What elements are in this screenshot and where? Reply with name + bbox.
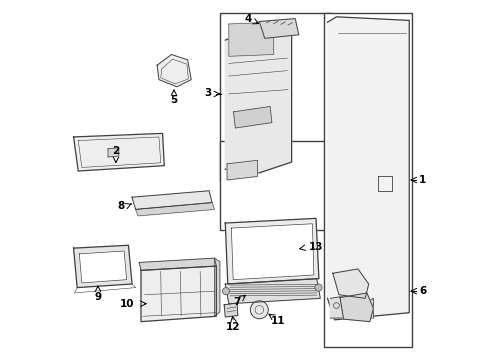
Polygon shape — [330, 295, 373, 318]
Text: 2: 2 — [112, 146, 120, 156]
Polygon shape — [157, 54, 191, 87]
Polygon shape — [132, 191, 212, 210]
Polygon shape — [79, 251, 126, 283]
Text: 4: 4 — [245, 14, 252, 24]
Polygon shape — [225, 21, 292, 173]
Text: 3: 3 — [205, 88, 212, 98]
Polygon shape — [234, 107, 272, 128]
Polygon shape — [224, 303, 238, 317]
Polygon shape — [74, 134, 164, 171]
Text: 6: 6 — [419, 286, 426, 296]
Text: 9: 9 — [95, 292, 101, 302]
Polygon shape — [227, 160, 258, 180]
Text: 5: 5 — [171, 95, 177, 105]
Polygon shape — [259, 19, 299, 39]
Polygon shape — [215, 258, 220, 316]
Polygon shape — [136, 203, 215, 216]
Polygon shape — [225, 219, 319, 284]
Text: 12: 12 — [226, 322, 241, 332]
Polygon shape — [74, 245, 132, 288]
Circle shape — [315, 284, 322, 291]
Text: 10: 10 — [120, 299, 135, 309]
Polygon shape — [229, 22, 274, 56]
Text: 11: 11 — [271, 316, 285, 325]
Circle shape — [222, 288, 230, 295]
Text: 13: 13 — [309, 242, 323, 252]
Circle shape — [250, 301, 269, 319]
Bar — [220, 140, 331, 230]
Text: 1: 1 — [419, 175, 426, 185]
Polygon shape — [327, 17, 409, 320]
Polygon shape — [139, 258, 216, 270]
Text: 7: 7 — [233, 297, 241, 307]
Polygon shape — [141, 266, 216, 321]
Bar — [324, 13, 412, 347]
Polygon shape — [340, 293, 373, 321]
Polygon shape — [231, 224, 314, 280]
Bar — [220, 13, 331, 182]
Text: 8: 8 — [118, 201, 125, 211]
Polygon shape — [333, 269, 368, 298]
Polygon shape — [225, 279, 320, 304]
Polygon shape — [108, 148, 119, 157]
